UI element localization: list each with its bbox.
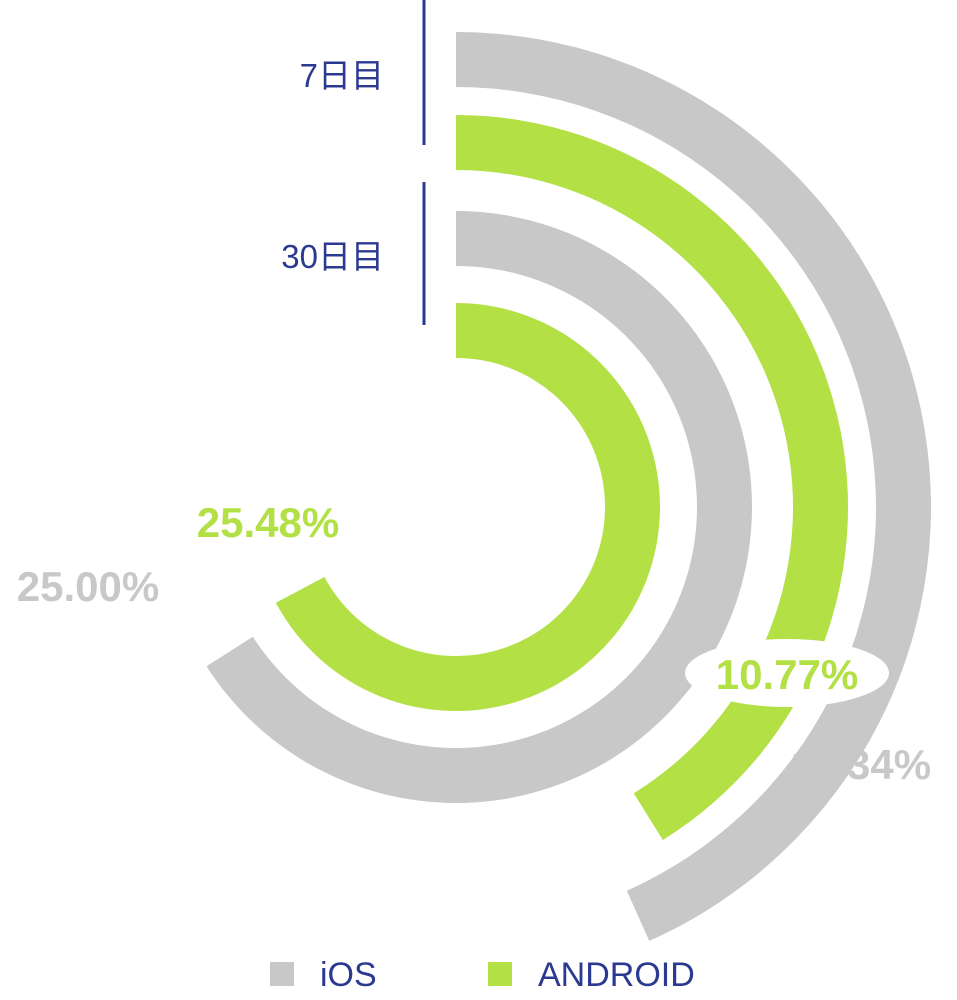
legend-label-ios: iOS	[320, 956, 377, 994]
group-label-1: 30日目	[281, 238, 384, 275]
legend-swatch-android	[488, 962, 512, 986]
legend-swatch-ios	[270, 962, 294, 986]
arc-7日目-android	[456, 115, 849, 841]
labels-layer: 7日目 30日目 25.48% 25.00% 10.77% 11.34%	[17, 0, 931, 788]
rings-layer	[206, 32, 931, 941]
value-label-7-android: 10.77%	[716, 651, 858, 698]
value-label-30-android: 25.48%	[197, 499, 339, 546]
arc-7日目-ios	[456, 32, 931, 941]
legend-label-android: ANDROID	[538, 956, 695, 994]
group-label-0: 7日目	[300, 57, 384, 94]
label-backdrop	[685, 639, 889, 707]
value-label-7-ios: 11.34%	[791, 741, 931, 788]
value-label-30-ios: 25.00%	[17, 563, 159, 610]
legend: iOS ANDROID	[270, 956, 695, 994]
